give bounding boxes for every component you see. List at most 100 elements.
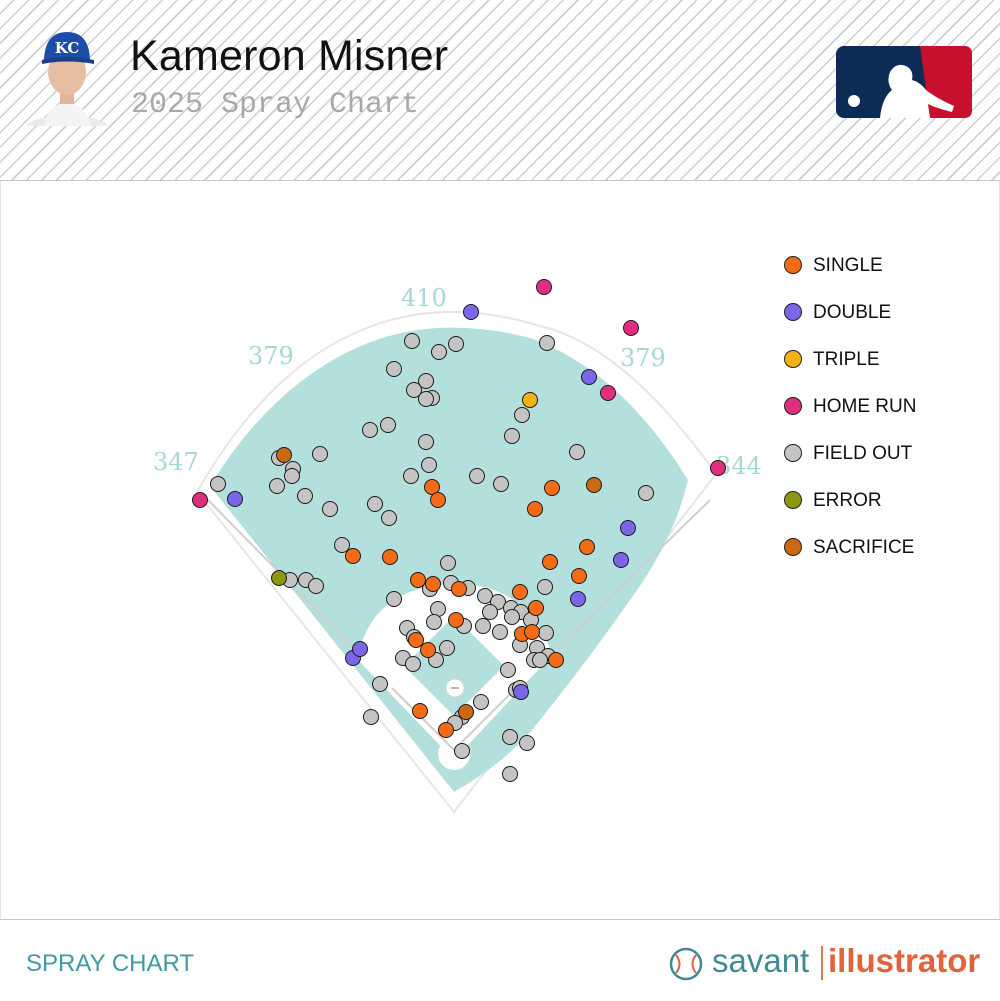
batted-ball-field-out xyxy=(334,537,350,553)
batted-ball-single xyxy=(438,722,454,738)
batted-ball-single xyxy=(451,581,467,597)
footer: SPRAY CHART savant illustrator xyxy=(0,919,1000,1001)
batted-ball-double xyxy=(513,684,529,700)
legend-label: HOME RUN xyxy=(813,396,917,417)
batted-ball-single xyxy=(430,492,446,508)
batted-ball-field-out xyxy=(448,336,464,352)
batted-ball-field-out xyxy=(362,422,378,438)
batted-ball-field-out xyxy=(367,496,383,512)
batted-ball-field-out xyxy=(405,656,421,672)
legend-swatch xyxy=(784,491,802,509)
baseline-left xyxy=(391,687,455,751)
warning-track xyxy=(195,311,718,814)
batted-ball-double xyxy=(570,591,586,607)
batted-ball-field-out xyxy=(404,333,420,349)
batted-ball-field-out xyxy=(421,457,437,473)
batted-ball-single xyxy=(412,703,428,719)
chart-subtitle: 2025 Spray Chart xyxy=(131,88,420,122)
batted-ball-field-out xyxy=(380,417,396,433)
batted-ball-field-out xyxy=(504,428,520,444)
baseline-right xyxy=(453,687,517,751)
batted-ball-single xyxy=(410,572,426,588)
batted-ball-sacrifice xyxy=(586,477,602,493)
batted-ball-single xyxy=(524,624,540,640)
player-name: Kameron Misner xyxy=(130,32,449,80)
batted-ball-field-out xyxy=(418,434,434,450)
batted-ball-field-out xyxy=(403,468,419,484)
batted-ball-single xyxy=(345,548,361,564)
batted-ball-field-out xyxy=(469,468,485,484)
batted-ball-field-out xyxy=(569,444,585,460)
batted-ball-home-run xyxy=(536,279,552,295)
batted-ball-triple xyxy=(522,392,538,408)
legend-swatch xyxy=(784,538,802,556)
batted-ball-field-out xyxy=(502,729,518,745)
player-avatar: KC xyxy=(27,32,107,126)
batted-ball-field-out xyxy=(519,735,535,751)
batted-ball-home-run xyxy=(192,492,208,508)
legend-swatch xyxy=(784,397,802,415)
batted-ball-field-out xyxy=(372,676,388,692)
legend-label: DOUBLE xyxy=(813,302,892,323)
batted-ball-field-out xyxy=(492,624,508,640)
batted-ball-field-out xyxy=(500,662,516,678)
batted-ball-field-out xyxy=(502,766,518,782)
legend-label: TRIPLE xyxy=(813,349,880,370)
batted-ball-single xyxy=(425,576,441,592)
baseball-icon xyxy=(669,947,703,981)
batted-ball-single xyxy=(579,539,595,555)
batted-ball-field-out xyxy=(439,640,455,656)
batted-ball-double xyxy=(352,641,368,657)
batted-ball-single xyxy=(382,549,398,565)
batted-ball-single xyxy=(448,612,464,628)
batted-ball-single xyxy=(548,652,564,668)
batted-ball-field-out xyxy=(514,407,530,423)
batted-ball-field-out xyxy=(538,625,554,641)
batted-ball-field-out xyxy=(638,485,654,501)
batted-ball-field-out xyxy=(418,373,434,389)
batted-ball-field-out xyxy=(493,476,509,492)
batted-ball-field-out xyxy=(504,609,520,625)
legend-swatch xyxy=(784,350,802,368)
infield-grass xyxy=(404,616,504,716)
batted-ball-field-out xyxy=(363,709,379,725)
batted-ball-field-out xyxy=(297,488,313,504)
brand-savant: savant xyxy=(712,942,810,979)
pitchers-rubber xyxy=(451,687,459,689)
batted-ball-home-run xyxy=(600,385,616,401)
batted-ball-home-run xyxy=(710,460,726,476)
batted-ball-single xyxy=(571,568,587,584)
batted-ball-field-out xyxy=(431,344,447,360)
batted-ball-home-run xyxy=(623,320,639,336)
legend-label: ERROR xyxy=(813,490,882,511)
batted-ball-points xyxy=(192,279,726,782)
batted-ball-single xyxy=(408,632,424,648)
batted-ball-field-out xyxy=(269,478,285,494)
batted-ball-field-out xyxy=(418,391,434,407)
legend-swatch xyxy=(784,444,802,462)
batted-ball-single xyxy=(544,480,560,496)
batted-ball-single xyxy=(527,501,543,517)
batted-ball-field-out xyxy=(482,604,498,620)
legend-swatch xyxy=(784,303,802,321)
batted-ball-double xyxy=(613,552,629,568)
batted-ball-sacrifice xyxy=(458,704,474,720)
batted-ball-field-out xyxy=(284,468,300,484)
batted-ball-field-out xyxy=(426,614,442,630)
distance-center-field: 410 xyxy=(401,284,447,312)
batted-ball-field-out xyxy=(381,510,397,526)
batted-ball-field-out xyxy=(322,501,338,517)
batted-ball-double xyxy=(463,304,479,320)
footer-title: SPRAY CHART xyxy=(26,950,195,977)
batted-ball-field-out xyxy=(312,446,328,462)
batted-ball-field-out xyxy=(210,476,226,492)
batted-ball-double xyxy=(227,491,243,507)
batted-ball-field-out xyxy=(440,555,456,571)
batted-ball-single xyxy=(424,479,440,495)
batted-ball-field-out xyxy=(539,335,555,351)
batted-ball-field-out xyxy=(477,588,493,604)
batted-ball-double xyxy=(581,369,597,385)
mlb-logo-icon xyxy=(836,46,972,118)
batted-ball-single xyxy=(542,554,558,570)
